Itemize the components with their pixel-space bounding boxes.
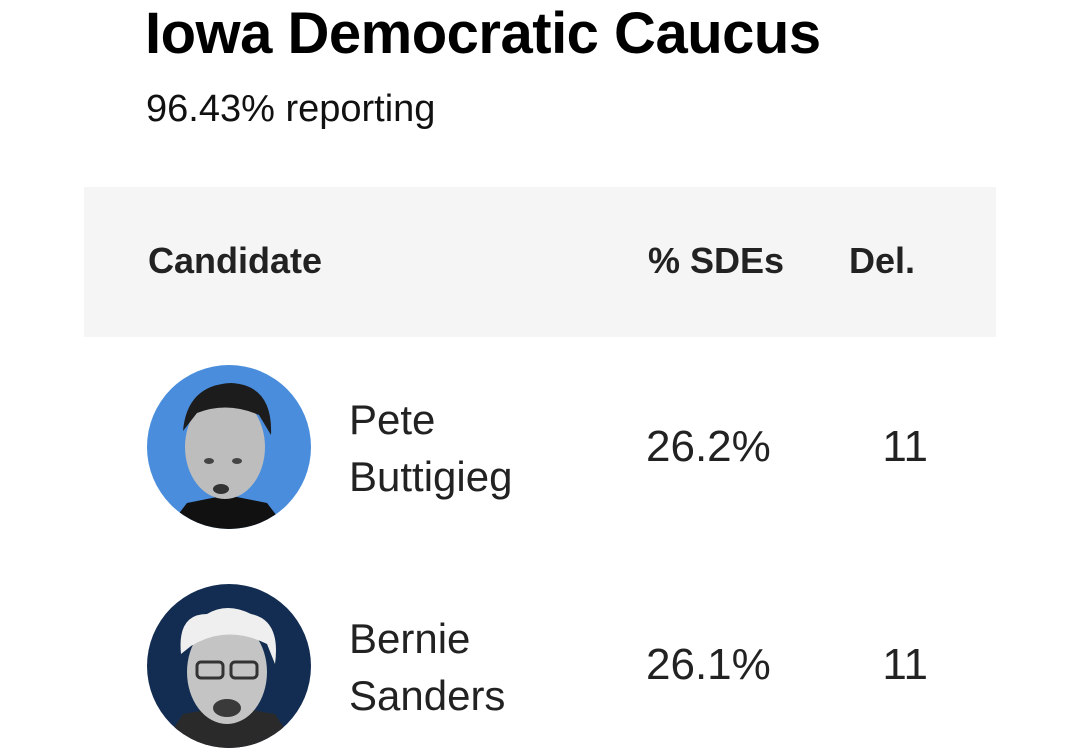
candidate-name: Bernie Sanders [349,615,506,719]
column-header: % SDEs [648,240,785,281]
sde-percent: 26.1% [646,640,771,689]
title: Iowa Democratic Caucus [145,1,821,66]
delegates: 11 [882,422,928,471]
column-header: Del. [849,240,916,281]
column-header: Candidate [148,240,323,281]
table-header [84,187,996,337]
subtitle: 96.43% reporting [146,88,436,130]
delegates: 11 [882,640,928,689]
sde-percent: 26.2% [646,422,771,471]
candidate-name: Pete Buttigieg [349,396,513,500]
candidate-photo [147,365,311,529]
candidate-photo [147,584,311,748]
